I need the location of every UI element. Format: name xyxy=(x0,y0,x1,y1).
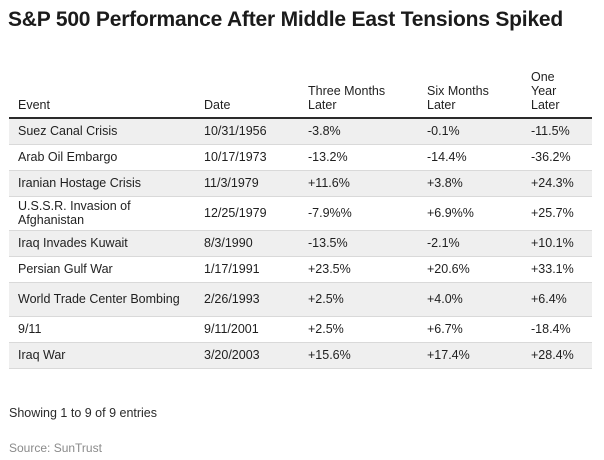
table-header-row: Event Date Three Months Later Six Months… xyxy=(9,56,592,119)
table-row: 9/11 9/11/2001 +2.5% +6.7% -18.4% xyxy=(9,316,592,343)
date-cell: 11/3/1979 xyxy=(195,170,299,197)
six-months-cell: -14.4% xyxy=(418,144,522,171)
table-row: Iranian Hostage Crisis 11/3/1979 +11.6% … xyxy=(9,170,592,197)
table-entries-info: Showing 1 to 9 of 9 entries xyxy=(9,406,158,420)
table-row: Iraq Invades Kuwait 8/3/1990 -13.5% -2.1… xyxy=(9,230,592,257)
column-header-event[interactable]: Event xyxy=(9,56,195,119)
performance-table: Event Date Three Months Later Six Months… xyxy=(9,56,592,369)
column-header-three-months-label: Three Months Later xyxy=(308,84,386,112)
one-year-cell: -36.2% xyxy=(522,144,592,171)
three-months-cell: +15.6% xyxy=(299,342,418,369)
one-year-cell: -11.5% xyxy=(522,118,592,145)
table-row: Iraq War 3/20/2003 +15.6% +17.4% +28.4% xyxy=(9,342,592,369)
table-row: World Trade Center Bombing 2/26/1993 +2.… xyxy=(9,282,592,317)
one-year-cell: +33.1% xyxy=(522,256,592,283)
event-cell: 9/11 xyxy=(9,316,195,343)
date-cell: 10/31/1956 xyxy=(195,118,299,145)
three-months-cell: -13.2% xyxy=(299,144,418,171)
column-header-one-year-label: One Year Later xyxy=(531,70,560,112)
date-cell: 12/25/1979 xyxy=(195,196,299,231)
six-months-cell: +3.8% xyxy=(418,170,522,197)
three-months-cell: +23.5% xyxy=(299,256,418,283)
date-cell: 1/17/1991 xyxy=(195,256,299,283)
event-cell: Arab Oil Embargo xyxy=(9,144,195,171)
date-cell: 9/11/2001 xyxy=(195,316,299,343)
six-months-cell: +17.4% xyxy=(418,342,522,369)
six-months-cell: -2.1% xyxy=(418,230,522,257)
one-year-cell: +25.7% xyxy=(522,196,592,231)
event-cell: World Trade Center Bombing xyxy=(9,282,195,317)
event-cell: Iraq War xyxy=(9,342,195,369)
six-months-cell: +6.7% xyxy=(418,316,522,343)
one-year-cell: +10.1% xyxy=(522,230,592,257)
event-cell: Persian Gulf War xyxy=(9,256,195,283)
table-row: Suez Canal Crisis 10/31/1956 -3.8% -0.1%… xyxy=(9,118,592,145)
six-months-cell: -0.1% xyxy=(418,118,522,145)
event-cell: U.S.S.R. Invasion of Afghanistan xyxy=(9,196,195,231)
three-months-cell: +2.5% xyxy=(299,282,418,317)
date-cell: 3/20/2003 xyxy=(195,342,299,369)
six-months-cell: +6.9%% xyxy=(418,196,522,231)
one-year-cell: -18.4% xyxy=(522,316,592,343)
column-header-six-months-label: Six Months Later xyxy=(427,84,489,112)
three-months-cell: +2.5% xyxy=(299,316,418,343)
source-note: Source: SunTrust xyxy=(9,441,102,455)
event-cell: Iranian Hostage Crisis xyxy=(9,170,195,197)
column-header-one-year[interactable]: One Year Later xyxy=(522,56,592,119)
column-header-three-months[interactable]: Three Months Later xyxy=(299,56,418,119)
three-months-cell: -13.5% xyxy=(299,230,418,257)
date-cell: 2/26/1993 xyxy=(195,282,299,317)
three-months-cell: +11.6% xyxy=(299,170,418,197)
date-cell: 10/17/1973 xyxy=(195,144,299,171)
event-cell: Suez Canal Crisis xyxy=(9,118,195,145)
event-cell: Iraq Invades Kuwait xyxy=(9,230,195,257)
six-months-cell: +20.6% xyxy=(418,256,522,283)
three-months-cell: -7.9%% xyxy=(299,196,418,231)
table-row: Persian Gulf War 1/17/1991 +23.5% +20.6%… xyxy=(9,256,592,283)
one-year-cell: +6.4% xyxy=(522,282,592,317)
one-year-cell: +28.4% xyxy=(522,342,592,369)
page-title: S&P 500 Performance After Middle East Te… xyxy=(8,8,564,31)
six-months-cell: +4.0% xyxy=(418,282,522,317)
one-year-cell: +24.3% xyxy=(522,170,592,197)
table-row: U.S.S.R. Invasion of Afghanistan 12/25/1… xyxy=(9,196,592,231)
performance-table-container: Event Date Three Months Later Six Months… xyxy=(9,56,592,369)
date-cell: 8/3/1990 xyxy=(195,230,299,257)
three-months-cell: -3.8% xyxy=(299,118,418,145)
table-row: Arab Oil Embargo 10/17/1973 -13.2% -14.4… xyxy=(9,144,592,171)
column-header-date[interactable]: Date xyxy=(195,56,299,119)
column-header-six-months[interactable]: Six Months Later xyxy=(418,56,522,119)
